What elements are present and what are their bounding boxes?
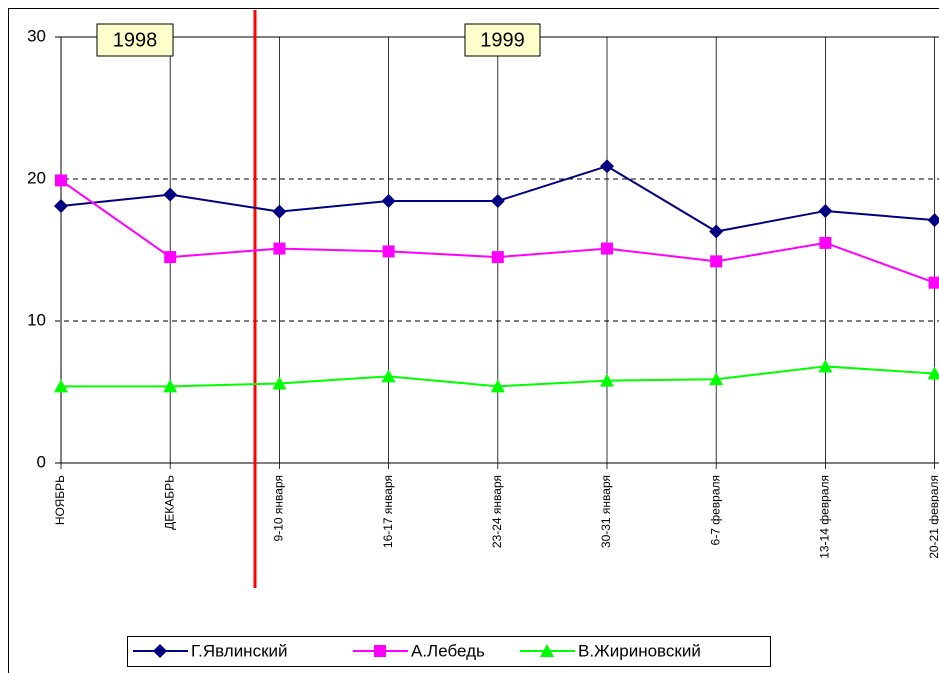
annotation-box <box>464 23 541 57</box>
data-point <box>927 366 939 380</box>
legend-marker <box>153 644 167 658</box>
data-point <box>272 376 287 390</box>
data-point <box>709 224 724 239</box>
x-tick-label: 23-24 января <box>490 475 504 548</box>
x-tick-label: 30-31 января <box>599 475 613 548</box>
data-point <box>601 242 613 255</box>
y-tick-label: 10 <box>27 310 46 329</box>
y-tick-label: 20 <box>27 168 46 187</box>
x-tick-label: 9-10 января <box>272 475 286 541</box>
data-point <box>381 194 396 209</box>
legend-label: Г.Явлинский <box>191 641 288 660</box>
legend-box <box>127 636 771 667</box>
data-point <box>490 379 505 393</box>
data-point <box>491 251 504 264</box>
data-point <box>163 379 178 393</box>
data-point <box>163 187 178 202</box>
data-point <box>819 236 832 249</box>
data-point <box>600 159 614 174</box>
data-point <box>382 245 395 258</box>
data-point <box>54 379 68 393</box>
data-point <box>710 255 723 268</box>
x-tick-label: 13-14 февраля <box>818 475 832 559</box>
data-point <box>54 198 68 213</box>
legend-label: В.Жириновский <box>578 641 701 660</box>
data-point <box>381 369 396 383</box>
x-tick-label: ДЕКАБРЬ <box>162 475 176 530</box>
data-point <box>927 213 939 228</box>
legend-marker <box>374 645 386 657</box>
annotation: 1999 <box>480 29 525 51</box>
data-point <box>164 251 177 264</box>
annotation: 1998 <box>113 29 158 51</box>
y-tick-label: 30 <box>27 26 46 45</box>
x-tick-label: НОЯБРЬ <box>53 475 67 525</box>
annotation-box <box>96 23 174 57</box>
legend-label: А.Лебедь <box>411 641 485 660</box>
data-point <box>928 276 939 289</box>
x-tick-label: 16-17 января <box>381 475 395 548</box>
data-point <box>818 359 833 373</box>
data-point <box>55 174 67 187</box>
data-point <box>273 242 286 255</box>
data-point <box>709 372 724 386</box>
x-tick-label: 6-7 февраля <box>708 475 722 545</box>
data-point <box>490 194 505 209</box>
data-point <box>272 204 287 219</box>
x-tick-label: 20-21 февраля <box>927 475 939 559</box>
data-point <box>818 203 833 218</box>
data-point <box>600 373 614 387</box>
chart-frame <box>8 8 939 673</box>
legend-marker <box>540 644 554 657</box>
y-tick-label: 0 <box>37 452 46 471</box>
